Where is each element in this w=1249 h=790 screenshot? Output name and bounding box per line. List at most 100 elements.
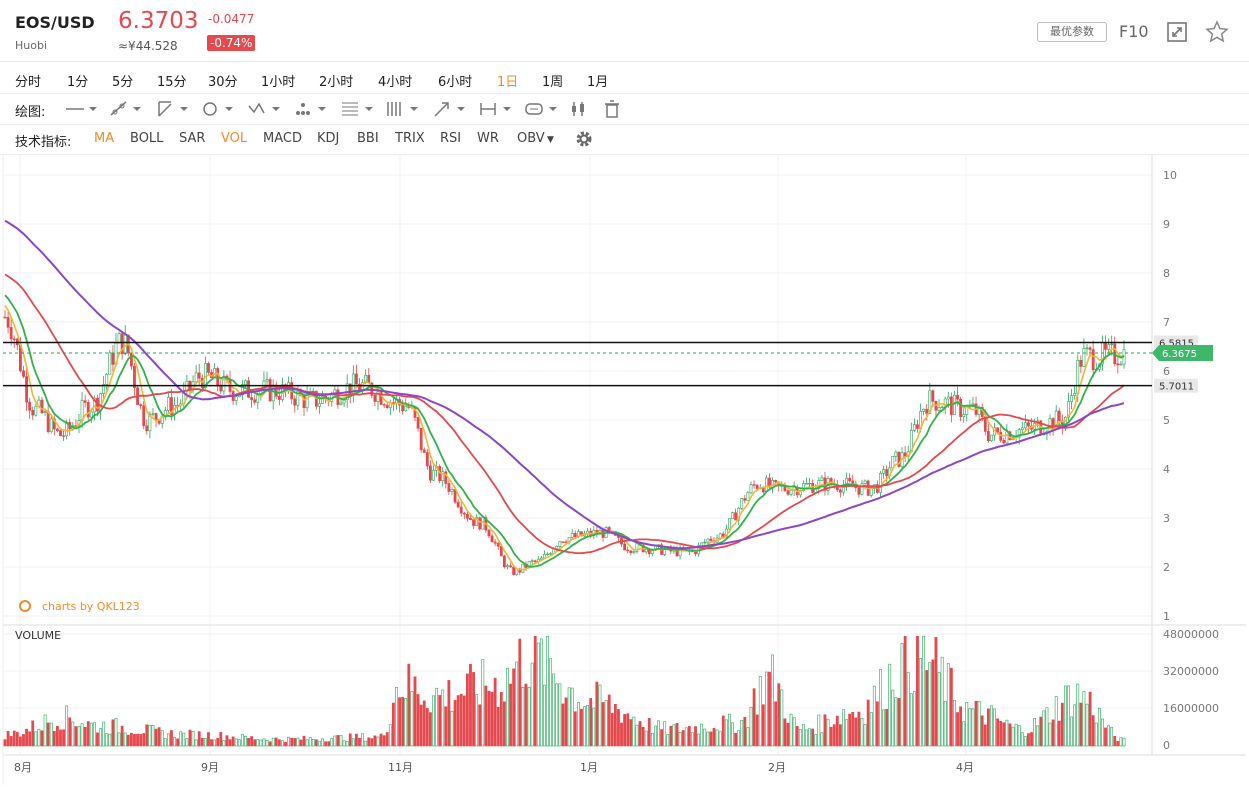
volume-bar	[875, 701, 879, 747]
text-tool-icon[interactable]	[524, 98, 560, 120]
volume-bar	[274, 737, 278, 747]
indicator-ma[interactable]: MA	[94, 131, 115, 146]
candle-body	[718, 533, 722, 539]
volume-bar	[1045, 707, 1049, 747]
period-tab-10[interactable]: 1周	[542, 75, 564, 90]
arrow-tool-icon[interactable]	[432, 98, 468, 120]
volume-bar	[308, 737, 312, 747]
volume-bar	[832, 724, 836, 747]
indicator-sar[interactable]: SAR	[179, 131, 206, 146]
obv-dropdown-caret[interactable]: ▼	[547, 135, 554, 145]
fullscreen-icon[interactable]	[1166, 21, 1188, 43]
volume-bar	[903, 635, 907, 747]
candle-body	[62, 435, 65, 437]
volume-bar	[80, 723, 84, 747]
volume-bar	[56, 726, 59, 747]
candle-body	[43, 411, 47, 414]
volume-bar	[678, 731, 682, 747]
f10-button[interactable]: F10	[1119, 22, 1149, 41]
indicator-trix[interactable]: TRIX	[395, 131, 425, 146]
candle-body	[786, 490, 790, 495]
indicator-kdj[interactable]: KDJ	[317, 131, 340, 146]
volume-bar	[946, 663, 950, 747]
volume-bar	[965, 702, 969, 747]
period-tab-1[interactable]: 1分	[67, 75, 89, 90]
indicator-macd[interactable]: MACD	[263, 131, 302, 146]
period-tab-11[interactable]: 1月	[587, 75, 609, 90]
volume-bar	[429, 712, 432, 747]
candle-body	[459, 506, 463, 514]
chart-area[interactable]: 10 9 8 7 6 5 4 3 2 1 48000000 32000000 16000000 0 VOLU…	[0, 155, 1249, 790]
candle-body	[321, 395, 324, 404]
fib-tool-icon[interactable]	[340, 98, 376, 120]
candle-body	[1119, 363, 1123, 366]
volume-bar	[160, 730, 164, 747]
volume-bar	[928, 662, 932, 747]
volume-bar	[1054, 696, 1058, 747]
volume-bar	[385, 732, 389, 747]
volume-bar	[244, 735, 247, 747]
pattern-tool-icon[interactable]	[293, 98, 329, 120]
best-params-button[interactable]: 最优参数	[1037, 22, 1107, 42]
period-tab-9[interactable]: 1日	[497, 75, 519, 90]
indicator-bbi[interactable]: BBI	[357, 131, 379, 146]
volume-bar	[438, 695, 442, 747]
volume-bar	[262, 738, 266, 747]
period-tab-7[interactable]: 4小时	[378, 75, 413, 90]
period-tab-8[interactable]: 6小时	[438, 75, 473, 90]
volume-bar	[210, 739, 213, 747]
indicator-vol[interactable]: VOL	[221, 131, 248, 146]
wave-tool-icon[interactable]	[247, 98, 283, 120]
candle-body	[940, 406, 944, 409]
price-tick-label: 3	[1163, 512, 1170, 525]
period-tab-6[interactable]: 2小时	[319, 75, 354, 90]
candle-body	[1088, 347, 1092, 350]
channel-tool-icon[interactable]	[155, 98, 191, 120]
volume-bar	[459, 693, 463, 747]
volume-bar	[222, 740, 226, 747]
volume-bar	[170, 730, 173, 747]
indicator-boll[interactable]: BOLL	[130, 131, 164, 146]
bars-tool-icon[interactable]	[570, 98, 590, 120]
indicator-obv[interactable]: OBV	[517, 131, 545, 146]
volume-bar	[1064, 685, 1067, 747]
indicator-wr[interactable]: WR	[477, 131, 499, 146]
volume-bar	[546, 635, 549, 747]
volume-bar	[570, 687, 574, 747]
favorite-star-icon[interactable]	[1205, 20, 1229, 44]
volume-bar	[447, 680, 451, 747]
trash-icon[interactable]	[603, 98, 621, 120]
period-tab-2[interactable]: 5分	[112, 75, 134, 90]
period-tab-5[interactable]: 1小时	[261, 75, 296, 90]
measure-tool-icon[interactable]	[478, 98, 514, 120]
candle-body	[703, 541, 707, 544]
volume-bar	[626, 713, 630, 747]
candle-body	[493, 541, 497, 544]
volume-bar	[1101, 718, 1104, 747]
volume-bar	[1073, 704, 1077, 747]
volume-bar	[96, 732, 99, 747]
period-tab-4[interactable]: 30分	[208, 75, 238, 90]
volume-bar	[290, 737, 294, 747]
candle-body	[1002, 440, 1006, 444]
volume-bar	[333, 735, 337, 747]
period-tab-0[interactable]: 分时	[15, 75, 42, 90]
volume-bar	[6, 731, 10, 747]
line-tool-icon[interactable]	[64, 98, 100, 120]
candlestick-chart[interactable]: 10 9 8 7 6 5 4 3 2 1 48000000 32000000 16000000 0 VOLU…	[0, 155, 1249, 790]
volume-bar	[444, 706, 448, 747]
period-tab-3[interactable]: 15分	[157, 75, 187, 90]
ray-tool-icon[interactable]	[108, 98, 144, 120]
volume-pane-label: VOLUME	[15, 629, 61, 642]
candle-body	[765, 477, 768, 493]
volume-bar	[136, 733, 139, 747]
indicator-rsi[interactable]: RSI	[440, 131, 462, 146]
candle-body	[1079, 359, 1083, 367]
volume-bar	[506, 668, 509, 747]
gear-icon[interactable]	[574, 129, 594, 149]
volume-bar	[885, 708, 889, 747]
circle-tool-icon[interactable]	[200, 98, 236, 120]
volume-bar	[811, 728, 815, 747]
gann-tool-icon[interactable]	[385, 98, 421, 120]
volume-bar	[888, 663, 892, 747]
